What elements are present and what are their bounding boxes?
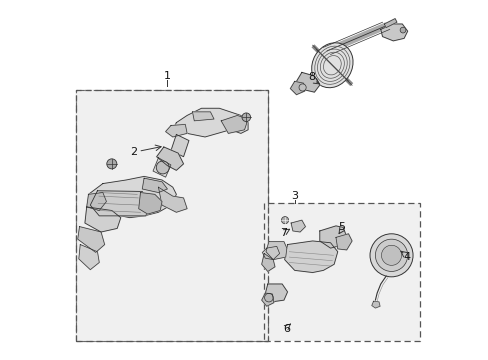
Text: 5: 5 — [337, 222, 344, 231]
Polygon shape — [142, 178, 167, 193]
Polygon shape — [261, 253, 274, 271]
Text: 7: 7 — [279, 228, 286, 238]
Circle shape — [156, 161, 169, 174]
Bar — [76, 90, 267, 341]
Polygon shape — [79, 244, 99, 270]
Text: 8: 8 — [308, 72, 315, 82]
Polygon shape — [319, 226, 346, 248]
Polygon shape — [90, 191, 149, 216]
Polygon shape — [265, 284, 287, 302]
Circle shape — [381, 245, 401, 265]
Circle shape — [298, 84, 305, 91]
Polygon shape — [261, 293, 273, 306]
Circle shape — [399, 27, 405, 33]
Polygon shape — [156, 147, 183, 170]
Polygon shape — [85, 207, 121, 232]
Polygon shape — [290, 81, 304, 95]
Polygon shape — [172, 108, 247, 137]
Polygon shape — [165, 125, 187, 137]
Polygon shape — [262, 246, 279, 260]
Polygon shape — [78, 226, 104, 252]
Circle shape — [106, 159, 117, 169]
Circle shape — [281, 217, 288, 224]
Polygon shape — [158, 187, 187, 212]
Bar — [76, 90, 267, 341]
Polygon shape — [384, 19, 396, 28]
Polygon shape — [221, 116, 247, 134]
Polygon shape — [86, 193, 106, 211]
Polygon shape — [371, 301, 379, 308]
Polygon shape — [284, 241, 337, 273]
Bar — [264, 203, 419, 341]
Bar — [264, 203, 419, 341]
Text: 4: 4 — [402, 252, 409, 262]
Bar — [76, 90, 267, 341]
Polygon shape — [88, 176, 176, 218]
Bar — [76, 90, 267, 341]
Text: 6: 6 — [283, 324, 290, 334]
Circle shape — [264, 293, 273, 302]
Circle shape — [242, 113, 250, 122]
Polygon shape — [335, 234, 351, 250]
Polygon shape — [380, 24, 407, 41]
Polygon shape — [171, 134, 188, 157]
Polygon shape — [192, 112, 214, 121]
Ellipse shape — [311, 43, 352, 88]
Polygon shape — [290, 220, 305, 232]
Text: 3: 3 — [291, 191, 298, 201]
Polygon shape — [139, 193, 162, 214]
Text: 1: 1 — [163, 71, 170, 81]
Circle shape — [369, 234, 412, 277]
Polygon shape — [296, 72, 319, 92]
Text: 2: 2 — [130, 147, 137, 157]
Circle shape — [375, 239, 407, 271]
Polygon shape — [153, 158, 171, 177]
Polygon shape — [265, 242, 286, 260]
